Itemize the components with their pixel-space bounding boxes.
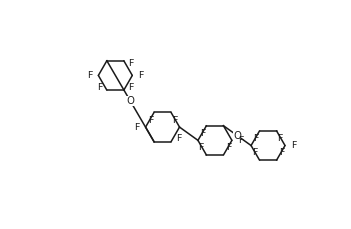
Text: O: O xyxy=(126,96,134,106)
Text: F: F xyxy=(128,83,134,92)
Text: F: F xyxy=(138,71,144,80)
Text: F: F xyxy=(278,134,283,143)
Text: F: F xyxy=(128,59,134,68)
Text: F: F xyxy=(199,143,204,152)
Text: F: F xyxy=(291,141,297,150)
Text: O: O xyxy=(233,131,241,141)
Text: F: F xyxy=(172,116,177,125)
Text: F: F xyxy=(87,71,92,80)
Text: F: F xyxy=(97,83,102,92)
Text: F: F xyxy=(200,129,205,138)
Text: F: F xyxy=(252,148,257,157)
Text: F: F xyxy=(253,134,259,143)
Text: F: F xyxy=(279,148,284,157)
Text: F: F xyxy=(176,134,181,143)
Text: F: F xyxy=(148,116,153,125)
Text: F: F xyxy=(238,136,244,145)
Text: F: F xyxy=(226,143,231,152)
Text: F: F xyxy=(134,123,139,132)
